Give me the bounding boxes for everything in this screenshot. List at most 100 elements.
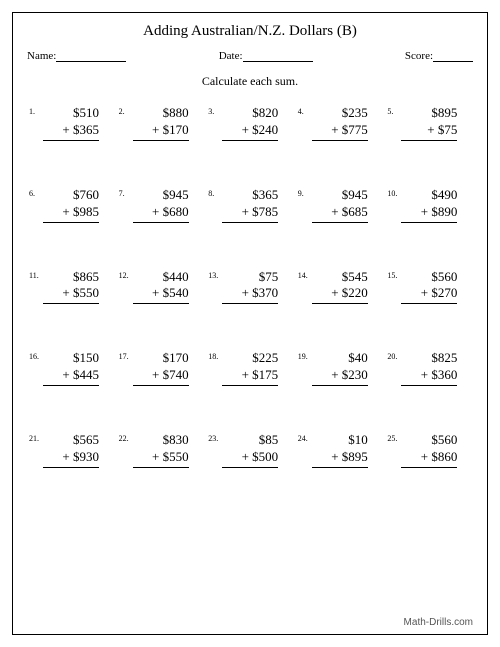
problem-number: 21. (29, 432, 43, 443)
problem-body: $560+ $270 (401, 269, 457, 305)
addend-top: $545 (312, 269, 368, 286)
addend-top: $490 (401, 187, 457, 204)
problem-body: $945+ $685 (312, 187, 368, 223)
addend-top: $365 (222, 187, 278, 204)
problem-body: $565+ $930 (43, 432, 99, 468)
addend-top: $85 (222, 432, 278, 449)
problem-number: 5. (387, 105, 401, 116)
problem-number: 1. (29, 105, 43, 116)
problem-number: 4. (298, 105, 312, 116)
addend-bottom: + $360 (401, 367, 457, 386)
addend-bottom: + $240 (222, 122, 278, 141)
addend-bottom: + $170 (133, 122, 189, 141)
problem-number: 13. (208, 269, 222, 280)
addition-problem: 12.$440+ $540 (119, 269, 203, 305)
addend-bottom: + $785 (222, 204, 278, 223)
addition-problem: 19.$40+ $230 (298, 350, 382, 386)
problem-body: $440+ $540 (133, 269, 189, 305)
addend-top: $150 (43, 350, 99, 367)
addition-problem: 5.$895+ $75 (387, 105, 471, 141)
problem-body: $560+ $860 (401, 432, 457, 468)
name-label: Name: (27, 50, 56, 62)
addition-problem: 22.$830+ $550 (119, 432, 203, 468)
problem-number: 11. (29, 269, 43, 280)
addend-top: $865 (43, 269, 99, 286)
addend-top: $880 (133, 105, 189, 122)
problem-number: 19. (298, 350, 312, 361)
addend-bottom: + $550 (43, 285, 99, 304)
addition-problem: 10.$490+ $890 (387, 187, 471, 223)
problem-body: $490+ $890 (401, 187, 457, 223)
problem-number: 16. (29, 350, 43, 361)
problem-number: 25. (387, 432, 401, 443)
addend-bottom: + $500 (222, 449, 278, 468)
instruction-text: Calculate each sum. (27, 74, 473, 89)
addend-bottom: + $985 (43, 204, 99, 223)
problem-body: $225+ $175 (222, 350, 278, 386)
problem-number: 3. (208, 105, 222, 116)
addend-bottom: + $550 (133, 449, 189, 468)
addition-problem: 20.$825+ $360 (387, 350, 471, 386)
problem-number: 15. (387, 269, 401, 280)
worksheet-page: Adding Australian/N.Z. Dollars (B) Name:… (12, 12, 488, 635)
addition-problem: 15.$560+ $270 (387, 269, 471, 305)
problem-number: 17. (119, 350, 133, 361)
addend-top: $75 (222, 269, 278, 286)
problem-number: 6. (29, 187, 43, 198)
addend-bottom: + $890 (401, 204, 457, 223)
problem-body: $945+ $680 (133, 187, 189, 223)
problem-number: 8. (208, 187, 222, 198)
addition-problem: 4.$235+ $775 (298, 105, 382, 141)
addend-top: $560 (401, 432, 457, 449)
problem-number: 7. (119, 187, 133, 198)
date-field: Date: (219, 50, 313, 62)
name-blank-line[interactable] (56, 50, 126, 62)
problem-body: $545+ $220 (312, 269, 368, 305)
problem-number: 22. (119, 432, 133, 443)
addend-bottom: + $365 (43, 122, 99, 141)
addend-top: $945 (312, 187, 368, 204)
problems-grid: 1.$510+ $3652.$880+ $1703.$820+ $2404.$2… (27, 105, 473, 468)
problem-number: 24. (298, 432, 312, 443)
problem-number: 18. (208, 350, 222, 361)
addend-bottom: + $540 (133, 285, 189, 304)
addend-bottom: + $175 (222, 367, 278, 386)
addend-top: $440 (133, 269, 189, 286)
addend-top: $825 (401, 350, 457, 367)
footer-credit: Math-Drills.com (404, 617, 473, 628)
score-blank-line[interactable] (433, 50, 473, 62)
addend-top: $560 (401, 269, 457, 286)
problem-body: $825+ $360 (401, 350, 457, 386)
addition-problem: 18.$225+ $175 (208, 350, 292, 386)
problem-body: $880+ $170 (133, 105, 189, 141)
date-label: Date: (219, 50, 243, 62)
problem-number: 2. (119, 105, 133, 116)
addend-bottom: + $895 (312, 449, 368, 468)
addend-top: $40 (312, 350, 368, 367)
problem-body: $760+ $985 (43, 187, 99, 223)
addition-problem: 2.$880+ $170 (119, 105, 203, 141)
addition-problem: 17.$170+ $740 (119, 350, 203, 386)
addition-problem: 25.$560+ $860 (387, 432, 471, 468)
problem-number: 20. (387, 350, 401, 361)
addition-problem: 21.$565+ $930 (29, 432, 113, 468)
addend-top: $170 (133, 350, 189, 367)
date-blank-line[interactable] (243, 50, 313, 62)
problem-body: $235+ $775 (312, 105, 368, 141)
addend-bottom: + $740 (133, 367, 189, 386)
problem-body: $830+ $550 (133, 432, 189, 468)
addend-top: $820 (222, 105, 278, 122)
problem-body: $170+ $740 (133, 350, 189, 386)
addend-bottom: + $930 (43, 449, 99, 468)
problem-body: $150+ $445 (43, 350, 99, 386)
problem-body: $10+ $895 (312, 432, 368, 468)
problem-number: 14. (298, 269, 312, 280)
addend-top: $945 (133, 187, 189, 204)
addition-problem: 8.$365+ $785 (208, 187, 292, 223)
problem-body: $510+ $365 (43, 105, 99, 141)
addition-problem: 13.$75+ $370 (208, 269, 292, 305)
page-title: Adding Australian/N.Z. Dollars (B) (27, 23, 473, 40)
addend-top: $895 (401, 105, 457, 122)
score-field: Score: (405, 50, 473, 62)
addend-bottom: + $220 (312, 285, 368, 304)
